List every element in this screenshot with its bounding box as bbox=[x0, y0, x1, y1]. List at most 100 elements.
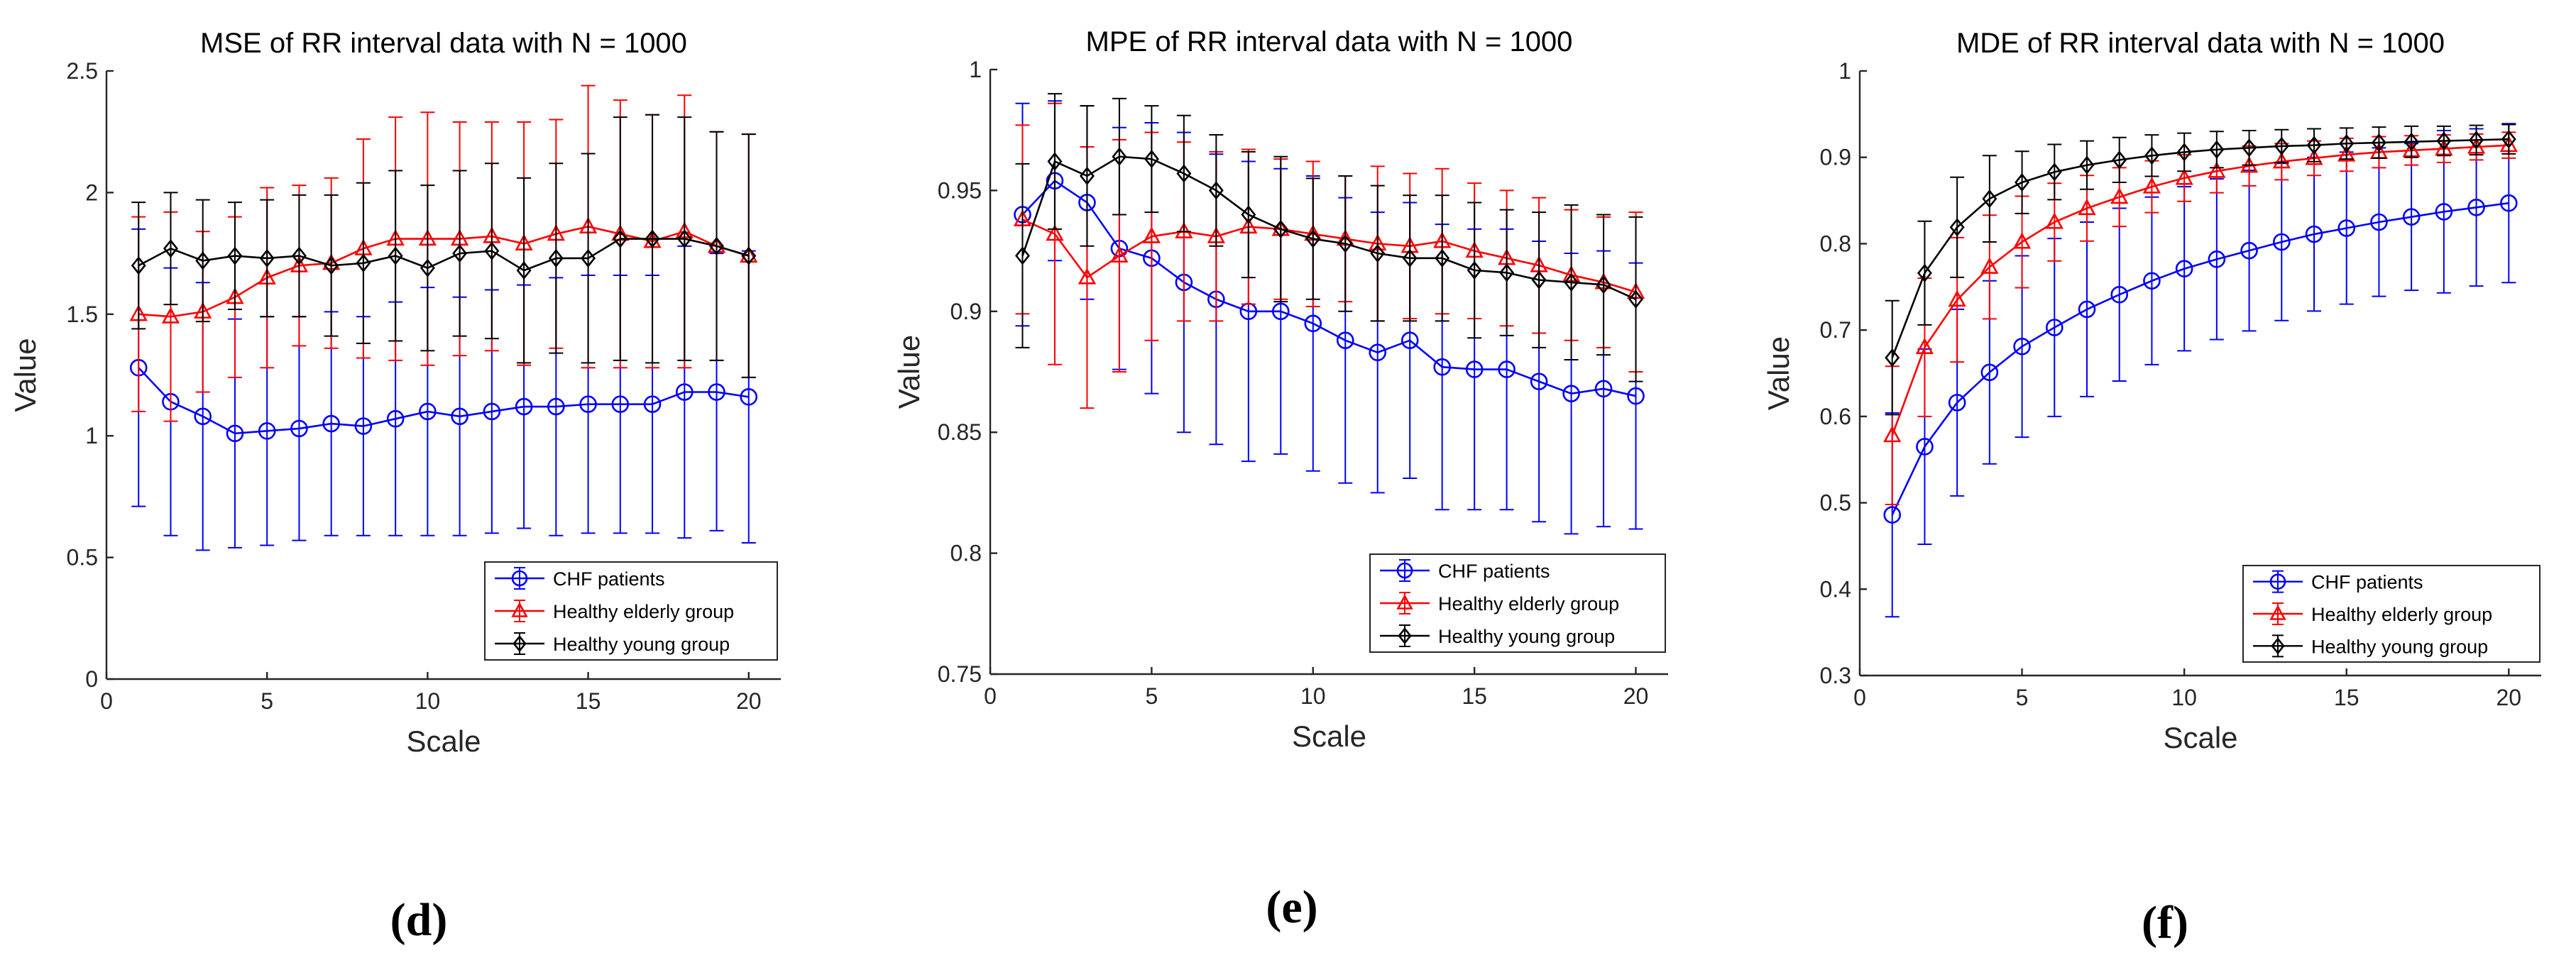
data-point bbox=[611, 395, 630, 413]
data-point bbox=[2143, 272, 2161, 290]
series-healthy-young-group bbox=[1015, 93, 1643, 382]
y-tick-label: 0.3 bbox=[1820, 663, 1851, 688]
data-point bbox=[1304, 314, 1322, 333]
data-point bbox=[1305, 229, 1321, 248]
y-tick-label: 0.8 bbox=[1820, 231, 1851, 256]
data-point bbox=[1948, 394, 1966, 412]
legend-marker bbox=[1396, 594, 1413, 610]
x-tick-label: 10 bbox=[2171, 685, 2197, 710]
x-axis-label: Scale bbox=[1292, 720, 1366, 753]
data-point bbox=[1883, 425, 1902, 443]
y-tick-label: 0.9 bbox=[1820, 145, 1851, 170]
data-point bbox=[226, 424, 244, 443]
data-point bbox=[356, 253, 371, 272]
data-point bbox=[1079, 166, 1095, 186]
data-point bbox=[2272, 233, 2291, 251]
data-point bbox=[1562, 385, 1580, 402]
data-point bbox=[1915, 337, 1934, 355]
data-point bbox=[643, 395, 662, 413]
data-point bbox=[2499, 194, 2518, 212]
data-point bbox=[1628, 290, 1643, 309]
y-tick-label: 0.85 bbox=[938, 419, 982, 445]
legend-marker bbox=[2269, 605, 2286, 620]
data-point bbox=[354, 417, 373, 435]
data-point bbox=[419, 402, 437, 421]
legend-marker bbox=[2269, 573, 2286, 590]
data-point bbox=[1112, 147, 1127, 166]
data-point bbox=[2242, 138, 2257, 158]
data-point bbox=[1949, 218, 1965, 237]
data-point bbox=[2501, 130, 2516, 149]
y-tick-label: 0.8 bbox=[950, 541, 982, 566]
data-point bbox=[1273, 219, 1288, 239]
data-point bbox=[1142, 226, 1161, 243]
data-point bbox=[2274, 136, 2289, 155]
x-tick-label: 10 bbox=[1300, 683, 1326, 709]
y-tick-label: 0.95 bbox=[938, 177, 982, 203]
data-point bbox=[2436, 131, 2452, 150]
legend-label: Healthy elderly group bbox=[553, 601, 734, 622]
x-tick-label: 5 bbox=[261, 688, 273, 714]
data-point bbox=[2078, 198, 2096, 216]
y-tick-label: 1 bbox=[1838, 58, 1851, 84]
data-point bbox=[483, 402, 501, 421]
data-point bbox=[131, 256, 146, 275]
data-point bbox=[1564, 272, 1579, 292]
series-healthy-elderly-group bbox=[129, 84, 758, 422]
data-point bbox=[1078, 268, 1097, 285]
x-tick-label: 0 bbox=[984, 683, 997, 709]
data-point bbox=[1917, 263, 1932, 282]
legend-label: Healthy young group bbox=[1438, 626, 1615, 647]
figure-caption: (f) bbox=[2142, 897, 2188, 949]
data-point bbox=[161, 307, 180, 324]
data-point bbox=[2110, 187, 2129, 204]
data-point bbox=[2339, 134, 2355, 153]
data-point bbox=[1175, 221, 1193, 238]
data-point bbox=[2079, 155, 2095, 175]
data-point bbox=[613, 229, 628, 248]
y-axis-label: Value bbox=[892, 335, 926, 409]
data-point bbox=[195, 251, 211, 270]
data-point bbox=[2305, 225, 2323, 243]
data-point bbox=[1465, 360, 1484, 378]
x-tick-label: 20 bbox=[2496, 685, 2521, 710]
data-point bbox=[1047, 152, 1063, 171]
data-point bbox=[1337, 234, 1353, 253]
series-line bbox=[138, 367, 749, 435]
data-point bbox=[2371, 133, 2386, 153]
data-point bbox=[2337, 145, 2356, 162]
y-tick-label: 2.5 bbox=[67, 58, 98, 84]
legend-marker bbox=[1398, 627, 1412, 645]
data-point bbox=[2306, 136, 2322, 155]
data-point bbox=[2015, 172, 2030, 192]
y-tick-label: 0.5 bbox=[67, 545, 98, 571]
data-point bbox=[2404, 132, 2419, 151]
data-point bbox=[2209, 140, 2225, 159]
data-point bbox=[2208, 250, 2226, 268]
data-point bbox=[2045, 319, 2063, 336]
data-point bbox=[1046, 224, 1064, 241]
data-point bbox=[1596, 275, 1611, 294]
data-point bbox=[1271, 302, 1290, 321]
data-point bbox=[259, 248, 275, 268]
legend-marker bbox=[2271, 637, 2285, 655]
data-point bbox=[676, 229, 692, 248]
y-tick-label: 1 bbox=[85, 423, 98, 448]
data-point bbox=[452, 244, 468, 263]
legend: CHF patients Healthy elderly group Healthy… bbox=[484, 561, 778, 661]
data-point bbox=[1208, 181, 1224, 200]
data-point bbox=[2337, 219, 2356, 237]
data-point bbox=[2142, 177, 2161, 194]
data-point bbox=[2110, 285, 2129, 304]
data-point bbox=[516, 261, 532, 280]
data-point bbox=[420, 258, 435, 277]
legend-label: CHF patients bbox=[2311, 572, 2423, 593]
chart-panel-e: 0 5 10 15 20 0.75 0.8 0.85 0.9 0.95 1 MPE of RR int… bbox=[892, 26, 1668, 933]
data-point bbox=[291, 246, 307, 265]
y-tick-label: 1.5 bbox=[67, 302, 98, 327]
legend-label: Healthy elderly group bbox=[2311, 604, 2492, 625]
data-point bbox=[1015, 246, 1030, 265]
series-chf-patients bbox=[129, 228, 758, 551]
data-point bbox=[1627, 387, 1645, 405]
